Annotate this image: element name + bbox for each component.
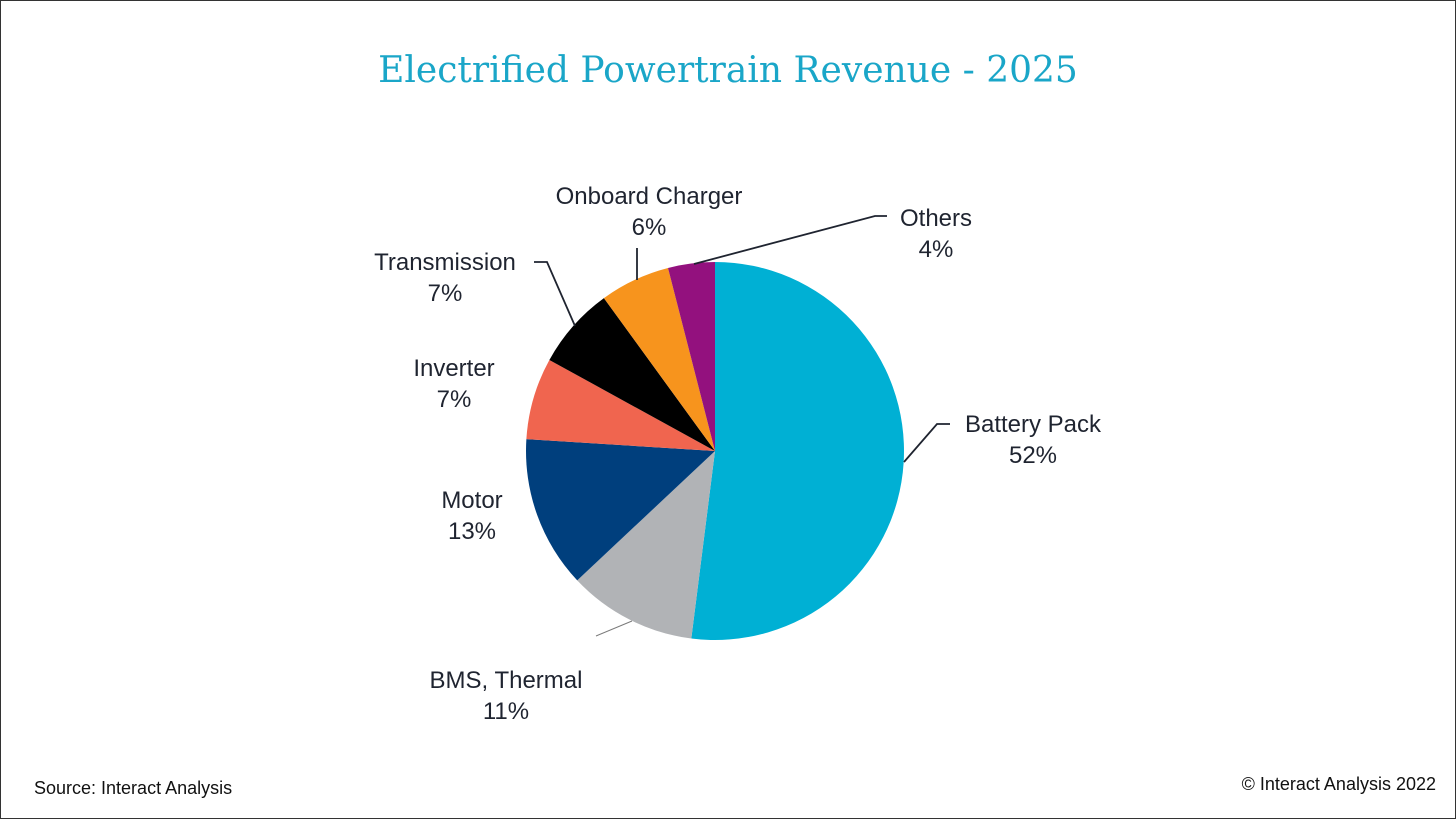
slice-label-transmission: Transmission	[374, 249, 516, 276]
slice-label-bms-thermal: BMS, Thermal	[430, 667, 583, 694]
slice-value-inverter: 7%	[437, 386, 472, 413]
pie-slice-inverter	[526, 359, 715, 451]
copyright-note: © Interact Analysis 2022	[1241, 774, 1436, 794]
leader-line-battery-pack	[903, 423, 950, 463]
slice-value-motor: 13%	[448, 518, 496, 545]
slice-value-battery-pack: 52%	[1009, 442, 1057, 469]
pie-slice-transmission	[549, 298, 715, 451]
slice-label-onboard-charger: Onboard Charger	[556, 183, 743, 210]
slice-value-onboard-charger: 6%	[632, 214, 667, 241]
slice-label-battery-pack: Battery Pack	[965, 411, 1102, 438]
slice-label-others: Others	[900, 205, 972, 232]
pie-slice-onboard-charger	[603, 267, 715, 451]
slice-label-inverter: Inverter	[413, 355, 494, 382]
slice-value-transmission: 7%	[428, 280, 463, 307]
pie-slice-others	[667, 262, 715, 451]
leader-line-bms-thermal	[595, 620, 633, 637]
leader-line-transmission	[534, 261, 576, 327]
slice-value-others: 4%	[919, 236, 954, 263]
chart-title: Electrified Powertrain Revenue - 2025	[378, 50, 1078, 91]
pie-slice-motor	[526, 439, 715, 581]
pie-slice-bms-thermal	[577, 451, 715, 639]
leader-line-others	[693, 215, 887, 265]
pie-slices	[526, 262, 904, 640]
pie-slice-battery-pack	[691, 262, 904, 640]
slice-value-bms-thermal: 11%	[483, 698, 529, 725]
slice-labels: Battery Pack 52% BMS, Thermal 11% Motor 13% In…	[374, 183, 1102, 725]
slice-label-motor: Motor	[441, 487, 502, 514]
leader-lines	[534, 215, 950, 637]
source-note: Source: Interact Analysis	[34, 778, 233, 798]
